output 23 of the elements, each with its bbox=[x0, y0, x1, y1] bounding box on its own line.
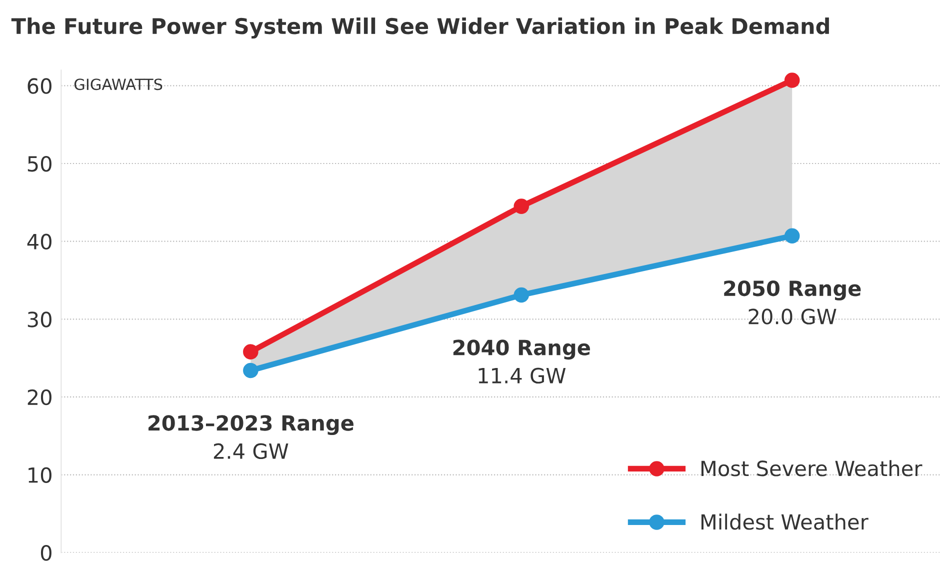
point bbox=[514, 198, 530, 214]
point bbox=[784, 72, 800, 88]
y-tick-label: 40 bbox=[27, 234, 52, 250]
y-tick-label: 60 bbox=[28, 78, 52, 94]
legend-label: Mildest Weather bbox=[701, 514, 868, 530]
point bbox=[784, 228, 800, 244]
legend-label: Most Severe Weather bbox=[701, 460, 922, 476]
y-tick-label: 0 bbox=[40, 545, 52, 561]
annotation: 2040 Range bbox=[453, 340, 590, 360]
point bbox=[243, 344, 258, 360]
annotation: 20.0 GW bbox=[748, 308, 836, 324]
y-tick-label: 10 bbox=[28, 467, 52, 483]
annotation: 2013–2023 Range bbox=[148, 415, 354, 436]
annotation: 2050 Range bbox=[724, 280, 861, 300]
annotation: 11.4 GW bbox=[478, 368, 566, 384]
y-tick-label: 30 bbox=[28, 312, 52, 328]
point bbox=[514, 287, 530, 303]
annotation: 2.4 GW bbox=[214, 443, 288, 460]
y-tick-label: 20 bbox=[28, 389, 52, 406]
y-axis-title: GIGAWATTS bbox=[74, 78, 162, 90]
point bbox=[243, 362, 258, 378]
y-tick-label: 50 bbox=[28, 156, 52, 172]
chart-title: The Future Power System Will See Wider Variation in Peak Demand bbox=[11, 18, 829, 39]
